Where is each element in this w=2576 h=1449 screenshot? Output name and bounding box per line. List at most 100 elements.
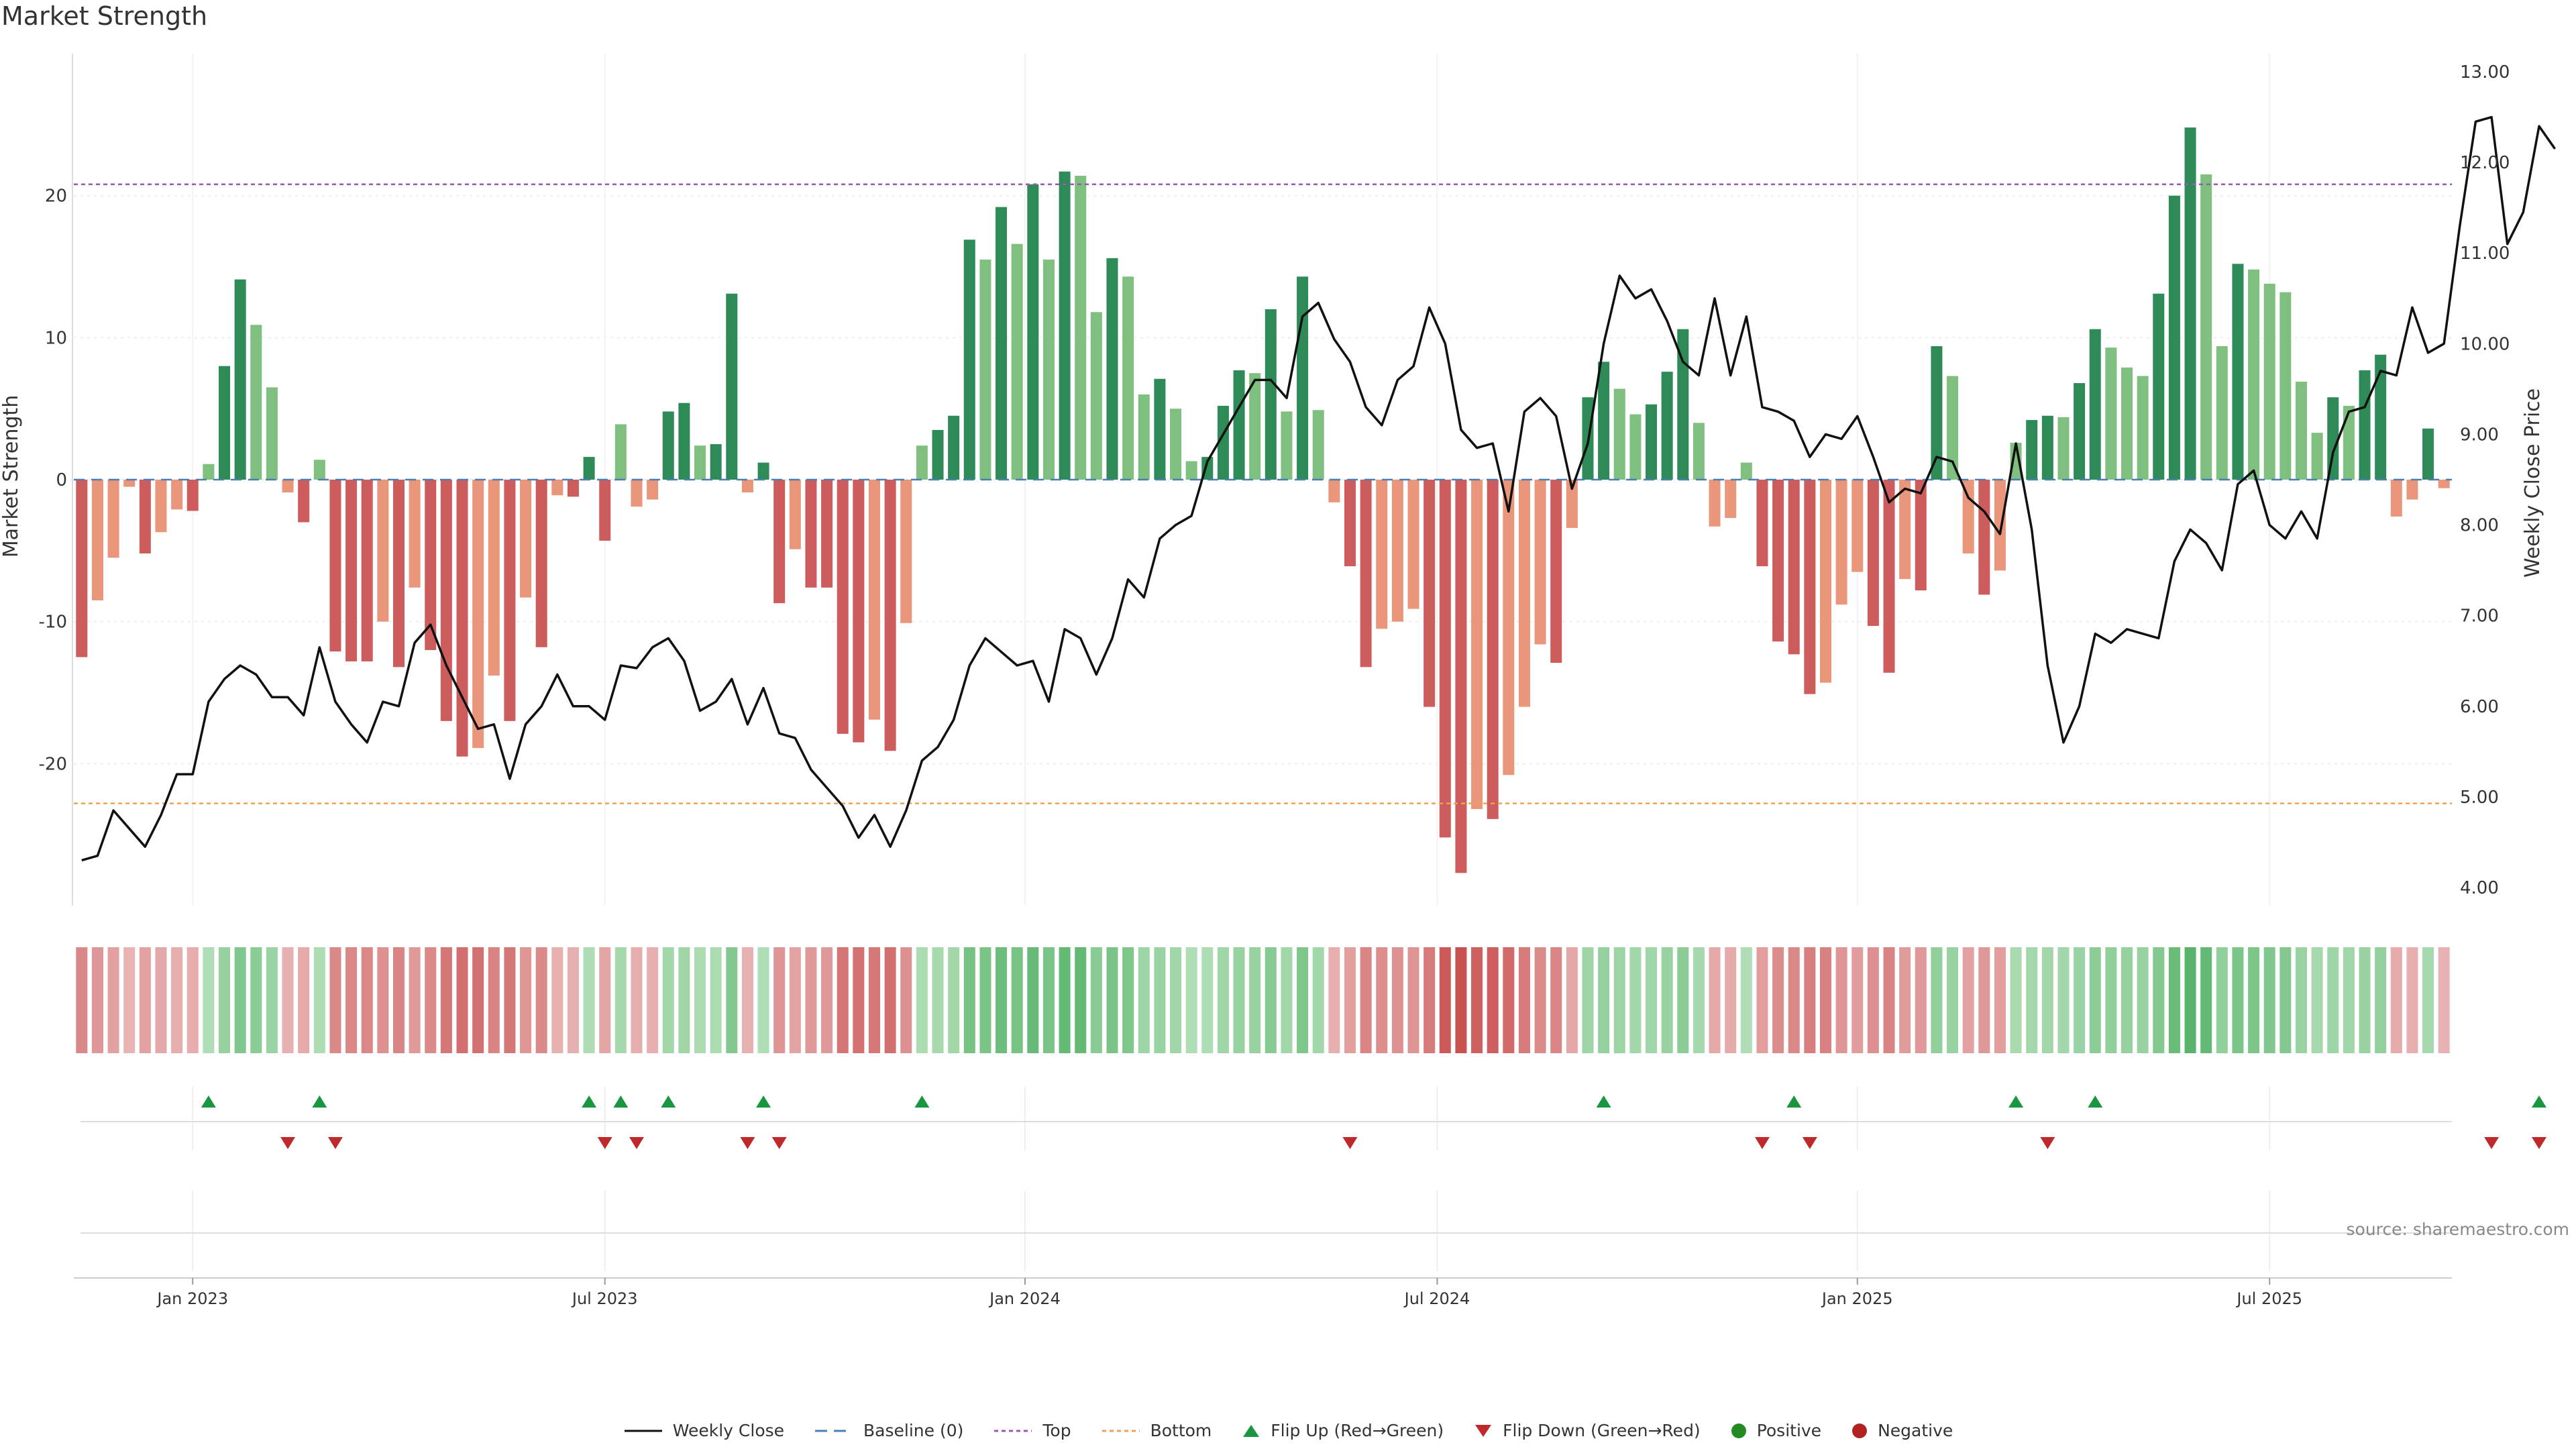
strength-tile — [1281, 947, 1293, 1053]
strength-tile — [1677, 947, 1689, 1053]
legend-label: Flip Down (Green→Red) — [1503, 1421, 1701, 1440]
legend-flip-down[interactable]: Flip Down (Green→Red) — [1473, 1421, 1701, 1440]
legend-bottom-swatch — [1102, 1430, 1140, 1432]
strength-tile — [1899, 947, 1911, 1053]
strength-bar — [234, 279, 246, 480]
strength-bar — [504, 480, 516, 721]
strength-tile — [551, 947, 564, 1053]
strength-tile — [1709, 947, 1721, 1053]
strength-bar — [1217, 405, 1229, 480]
strength-tile — [1550, 947, 1562, 1053]
strength-tile — [2200, 947, 2212, 1053]
strength-bar — [1328, 480, 1340, 502]
strength-tile — [1328, 947, 1340, 1053]
flip-down-marker — [1754, 1137, 1770, 1149]
strength-tile — [2375, 947, 2387, 1053]
strength-bar — [1740, 462, 1752, 480]
strength-tile — [1867, 947, 1879, 1053]
strength-bar — [2390, 480, 2402, 517]
strength-bar — [2248, 269, 2260, 480]
strength-tile — [266, 947, 278, 1053]
strength-bar — [2074, 383, 2086, 480]
strength-tile — [1756, 947, 1768, 1053]
strength-bar — [662, 411, 674, 480]
strength-tile — [535, 947, 547, 1053]
strength-tile — [2041, 947, 2053, 1053]
legend-baseline-swatch — [815, 1430, 853, 1432]
strength-tile — [853, 947, 865, 1053]
strength-bar — [2327, 397, 2339, 480]
legend-weekly-close[interactable]: Weekly Close — [623, 1421, 784, 1440]
strength-bar — [2168, 195, 2180, 480]
strength-bars — [76, 127, 2450, 873]
strength-bar — [647, 480, 659, 500]
legend-negative[interactable]: Negative — [1851, 1421, 1953, 1440]
strength-tile — [1217, 947, 1229, 1053]
strength-bar — [614, 424, 627, 480]
strength-tile — [1042, 947, 1055, 1053]
strength-bar — [1154, 378, 1166, 480]
strength-bar — [1550, 480, 1562, 663]
strength-tile — [1629, 947, 1642, 1053]
strength-tile — [1455, 947, 1467, 1053]
triangle-down-icon — [1475, 1424, 1492, 1437]
strength-bar — [1677, 329, 1689, 480]
legend-bottom[interactable]: Bottom — [1101, 1421, 1212, 1440]
strength-bar — [1756, 480, 1768, 567]
strength-bar — [1011, 244, 1023, 480]
axes: 20 10 0 -10 -20 13.00 12.00 11.00 10.00 9.00 8.00 7… — [0, 54, 2544, 906]
strength-tile — [1503, 947, 1515, 1053]
strength-bar — [1138, 394, 1150, 480]
strength-tile — [614, 947, 627, 1053]
strength-tile — [2168, 947, 2180, 1053]
strength-tile — [1185, 947, 1197, 1053]
strength-bar — [2232, 264, 2244, 480]
strength-bar — [425, 480, 437, 650]
strength-bar — [1249, 373, 1261, 480]
strength-bar — [2359, 370, 2371, 480]
legend-positive[interactable]: Positive — [1730, 1421, 1821, 1440]
triangle-up-icon — [1243, 1424, 1260, 1437]
strength-bar — [884, 480, 896, 751]
strength-bar — [1725, 480, 1737, 519]
strength-bar — [631, 480, 643, 507]
strength-bar — [1487, 480, 1499, 819]
strength-heat-strip — [76, 947, 2450, 1053]
legend-top[interactable]: Top — [993, 1421, 1071, 1440]
strength-bar — [520, 480, 532, 598]
strength-bar — [266, 387, 278, 480]
strength-bar — [1962, 480, 1974, 554]
strength-tile — [2263, 947, 2275, 1053]
flip-down-marker — [280, 1137, 296, 1149]
strength-tile — [1788, 947, 1800, 1053]
strength-bar — [1185, 461, 1197, 480]
weekly-close-line — [81, 115, 2557, 862]
legend-baseline[interactable]: Baseline (0) — [814, 1421, 963, 1440]
circle-icon — [1852, 1423, 1868, 1438]
strength-bar — [440, 480, 452, 721]
strength-tile — [757, 947, 769, 1053]
strength-tile — [1138, 947, 1150, 1053]
y-axis-title: Market Strength — [0, 395, 23, 557]
strength-tile — [2327, 947, 2339, 1053]
strength-bar — [2010, 442, 2022, 480]
strength-tile — [440, 947, 452, 1053]
strength-bar — [2311, 433, 2323, 480]
strength-tile — [1360, 947, 1372, 1053]
strength-tile — [837, 947, 849, 1053]
legend-flip-up[interactable]: Flip Up (Red→Green) — [1241, 1421, 1444, 1440]
strength-bar — [2200, 174, 2212, 480]
strength-tile — [1090, 947, 1102, 1053]
strength-bar — [1598, 362, 1610, 480]
strength-tile — [1740, 947, 1752, 1053]
strength-bar — [1297, 276, 1309, 480]
y2-tick-label: 5.00 — [2460, 788, 2499, 808]
strength-tile — [1170, 947, 1182, 1053]
strength-tile — [1661, 947, 1673, 1053]
strength-tile — [932, 947, 944, 1053]
strength-tile — [1487, 947, 1499, 1053]
strength-bar — [1471, 480, 1483, 810]
strength-bar — [329, 480, 341, 652]
flip-down-marker — [1802, 1137, 1817, 1149]
strength-tile — [1613, 947, 1625, 1053]
